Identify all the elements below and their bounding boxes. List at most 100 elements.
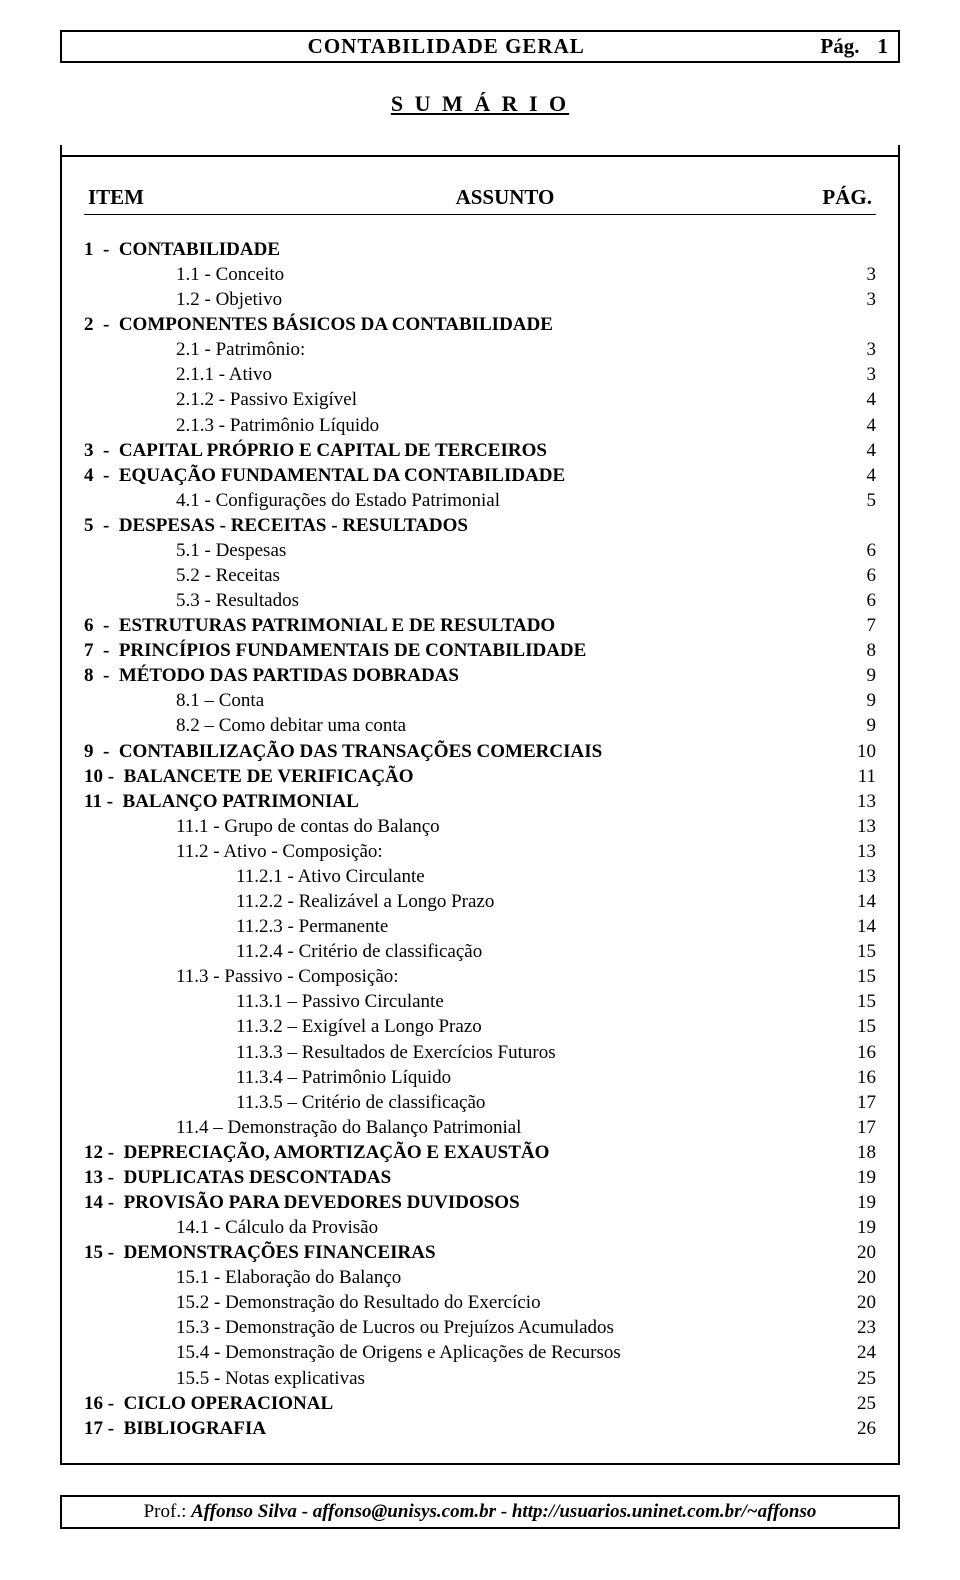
footer-sep-1: - — [302, 1501, 313, 1522]
toc-label: 5.2 - Receitas — [176, 563, 836, 588]
toc-row: 11.3.1 – Passivo Circulante15 — [84, 989, 876, 1014]
toc-page: 4 — [836, 413, 876, 438]
col-assunto: ASSUNTO — [198, 185, 812, 210]
toc-row: 11 - BALANÇO PATRIMONIAL13 — [84, 789, 876, 814]
toc-row: 1.1 - Conceito3 — [84, 262, 876, 287]
toc-label: 11.2 - Ativo - Composição: — [176, 839, 836, 864]
toc-row: 1 - CONTABILIDADE — [84, 237, 876, 262]
toc-label: 11.4 – Demonstração do Balanço Patrimoni… — [176, 1115, 836, 1140]
toc-label: 14 - PROVISÃO PARA DEVEDORES DUVIDOSOS — [84, 1190, 836, 1215]
toc-row: 15.5 - Notas explicativas25 — [84, 1366, 876, 1391]
header-page-label: Pág. — [820, 34, 859, 59]
toc-label: 13 - DUPLICATAS DESCONTADAS — [84, 1165, 836, 1190]
toc-row: 14 - PROVISÃO PARA DEVEDORES DUVIDOSOS19 — [84, 1190, 876, 1215]
page-header: CONTABILIDADE GERAL Pág. 1 — [60, 30, 900, 63]
toc-row: 14.1 - Cálculo da Provisão19 — [84, 1215, 876, 1240]
toc-page: 17 — [836, 1090, 876, 1115]
toc-label: 8.1 – Conta — [176, 688, 836, 713]
toc-row: 6 - ESTRUTURAS PATRIMONIAL E DE RESULTAD… — [84, 613, 876, 638]
toc-label: 4 - EQUAÇÃO FUNDAMENTAL DA CONTABILIDADE — [84, 463, 836, 488]
toc-label: 15.1 - Elaboração do Balanço — [176, 1265, 836, 1290]
toc-label: 2.1.2 - Passivo Exigível — [176, 387, 836, 412]
toc-row: 15.3 - Demonstração de Lucros ou Prejuíz… — [84, 1315, 876, 1340]
toc-row: 11.4 – Demonstração do Balanço Patrimoni… — [84, 1115, 876, 1140]
toc-page: 15 — [836, 964, 876, 989]
toc-label: 8.2 – Como debitar uma conta — [176, 713, 836, 738]
toc-page: 19 — [836, 1215, 876, 1240]
toc-row: 7 - PRINCÍPIOS FUNDAMENTAIS DE CONTABILI… — [84, 638, 876, 663]
toc-row: 2.1 - Patrimônio:3 — [84, 337, 876, 362]
toc-page: 4 — [836, 463, 876, 488]
toc-row: 9 - CONTABILIZAÇÃO DAS TRANSAÇÕES COMERC… — [84, 739, 876, 764]
toc-row: 11.3.3 – Resultados de Exercícios Futuro… — [84, 1040, 876, 1065]
toc-row: 15.2 - Demonstração do Resultado do Exer… — [84, 1290, 876, 1315]
toc-row: 5.2 - Receitas6 — [84, 563, 876, 588]
toc-page: 5 — [836, 488, 876, 513]
toc-label: 15.2 - Demonstração do Resultado do Exer… — [176, 1290, 836, 1315]
toc-list: 1 - CONTABILIDADE1.1 - Conceito31.2 - Ob… — [84, 237, 876, 1441]
toc-label: 9 - CONTABILIZAÇÃO DAS TRANSAÇÕES COMERC… — [84, 739, 836, 764]
toc-row: 11.3.5 – Critério de classificação17 — [84, 1090, 876, 1115]
toc-page: 9 — [836, 688, 876, 713]
toc-row: 11.2.1 - Ativo Circulante13 — [84, 864, 876, 889]
toc-row: 11.2.3 - Permanente14 — [84, 914, 876, 939]
toc-page: 3 — [836, 362, 876, 387]
toc-page: 25 — [836, 1366, 876, 1391]
toc-label: 1 - CONTABILIDADE — [84, 237, 836, 262]
sumario-title: S U M Á R I O — [60, 91, 900, 117]
toc-page: 16 — [836, 1040, 876, 1065]
toc-label: 11.3.4 – Patrimônio Líquido — [236, 1065, 836, 1090]
footer-author: Affonso Silva — [191, 1501, 297, 1522]
toc-row: 4.1 - Configurações do Estado Patrimonia… — [84, 488, 876, 513]
toc-row: 17 - BIBLIOGRAFIA26 — [84, 1416, 876, 1441]
toc-label: 11.2.1 - Ativo Circulante — [236, 864, 836, 889]
toc-label: 5.3 - Resultados — [176, 588, 836, 613]
toc-page — [836, 237, 876, 262]
toc-page: 6 — [836, 563, 876, 588]
toc-page: 24 — [836, 1340, 876, 1365]
toc-label: 12 - DEPRECIAÇÃO, AMORTIZAÇÃO E EXAUSTÃO — [84, 1140, 836, 1165]
toc-page — [836, 312, 876, 337]
toc-page: 8 — [836, 638, 876, 663]
toc-page: 13 — [836, 789, 876, 814]
toc-column-headers: ITEM ASSUNTO PÁG. — [84, 165, 876, 215]
toc-label: 15.3 - Demonstração de Lucros ou Prejuíz… — [176, 1315, 836, 1340]
col-item: ITEM — [88, 185, 198, 210]
page-footer: Prof.: Affonso Silva - affonso@unisys.co… — [60, 1495, 900, 1529]
toc-row: 5.1 - Despesas6 — [84, 538, 876, 563]
toc-row: 11.2.4 - Critério de classificação15 — [84, 939, 876, 964]
toc-page: 7 — [836, 613, 876, 638]
toc-page: 19 — [836, 1190, 876, 1215]
toc-page: 4 — [836, 387, 876, 412]
toc-row: 11.2.2 - Realizável a Longo Prazo14 — [84, 889, 876, 914]
toc-row: 2.1.1 - Ativo3 — [84, 362, 876, 387]
toc-label: 11.1 - Grupo de contas do Balanço — [176, 814, 836, 839]
toc-page: 20 — [836, 1290, 876, 1315]
toc-page: 15 — [836, 939, 876, 964]
toc-page: 13 — [836, 864, 876, 889]
toc-label: 11.3 - Passivo - Composição: — [176, 964, 836, 989]
toc-row: 11.3.4 – Patrimônio Líquido16 — [84, 1065, 876, 1090]
toc-row: 15.1 - Elaboração do Balanço20 — [84, 1265, 876, 1290]
toc-row: 12 - DEPRECIAÇÃO, AMORTIZAÇÃO E EXAUSTÃO… — [84, 1140, 876, 1165]
toc-label: 5.1 - Despesas — [176, 538, 836, 563]
toc-label: 15.4 - Demonstração de Origens e Aplicaç… — [176, 1340, 836, 1365]
toc-page: 13 — [836, 839, 876, 864]
toc-label: 11 - BALANÇO PATRIMONIAL — [84, 789, 836, 814]
toc-label: 3 - CAPITAL PRÓPRIO E CAPITAL DE TERCEIR… — [84, 438, 836, 463]
toc-row: 4 - EQUAÇÃO FUNDAMENTAL DA CONTABILIDADE… — [84, 463, 876, 488]
toc-row: 11.2 - Ativo - Composição:13 — [84, 839, 876, 864]
toc-page: 6 — [836, 538, 876, 563]
toc-label: 17 - BIBLIOGRAFIA — [84, 1416, 836, 1441]
toc-row: 13 - DUPLICATAS DESCONTADAS19 — [84, 1165, 876, 1190]
footer-sep-2: - — [501, 1501, 512, 1522]
toc-label: 14.1 - Cálculo da Provisão — [176, 1215, 836, 1240]
toc-page — [836, 513, 876, 538]
header-title: CONTABILIDADE GERAL — [72, 34, 820, 59]
toc-page: 9 — [836, 713, 876, 738]
toc-label: 11.2.4 - Critério de classificação — [236, 939, 836, 964]
toc-page: 18 — [836, 1140, 876, 1165]
col-pag: PÁG. — [812, 185, 872, 210]
toc-row: 11.3.2 – Exigível a Longo Prazo15 — [84, 1014, 876, 1039]
footer-email: affonso@unisys.com.br — [313, 1501, 496, 1522]
